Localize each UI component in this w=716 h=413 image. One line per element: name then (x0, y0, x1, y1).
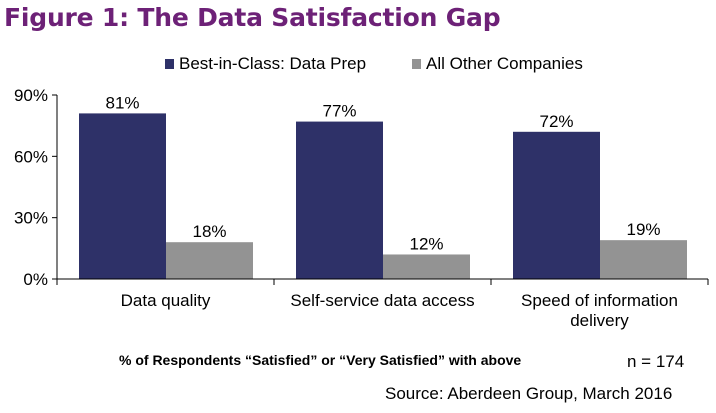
x-tick-label-line: Self-service data access (290, 291, 474, 310)
data-label: 19% (626, 220, 660, 239)
y-tick-label: 0% (23, 270, 48, 289)
bar-series: 81% 18% 77% 12% 72% 19% (79, 93, 687, 280)
y-tick-label: 90% (14, 86, 48, 105)
source-citation: Source: Aberdeen Group, March 2016 (385, 384, 673, 403)
bar (513, 131, 600, 279)
chart-footnote: % of Respondents “Satisfied” or “Very Sa… (119, 352, 522, 368)
legend-swatch (412, 59, 421, 69)
x-axis: Data quality Self-service data access Spee… (56, 278, 709, 330)
x-tick-label-line: Speed of information (521, 291, 678, 310)
bar (600, 240, 687, 279)
y-tick-label: 30% (14, 209, 48, 228)
data-label: 81% (105, 93, 139, 112)
data-label: 18% (192, 222, 226, 241)
bar (383, 254, 470, 279)
bar (166, 242, 253, 279)
figure-title: Figure 1: The Data Satisfaction Gap (4, 3, 501, 32)
data-label: 72% (539, 112, 573, 131)
x-tick-label: Speed of information delivery (521, 291, 678, 330)
y-tick-label: 60% (14, 147, 48, 166)
data-label: 12% (409, 234, 443, 253)
legend-label: All Other Companies (426, 54, 583, 73)
x-tick-label-line: delivery (570, 311, 629, 330)
bar (296, 121, 383, 279)
x-tick-label: Self-service data access (290, 291, 474, 310)
legend-swatch (165, 59, 174, 69)
chart-legend: Best-in-Class: Data Prep All Other Compan… (165, 54, 583, 73)
sample-size-label: n = 174 (627, 352, 685, 371)
data-label: 77% (322, 102, 356, 121)
legend-label: Best-in-Class: Data Prep (179, 54, 366, 73)
y-axis: 0% 30% 60% 90% (14, 86, 58, 289)
x-tick-label: Data quality (121, 291, 211, 310)
bar (79, 113, 166, 280)
x-tick-label-line: Data quality (121, 291, 211, 310)
